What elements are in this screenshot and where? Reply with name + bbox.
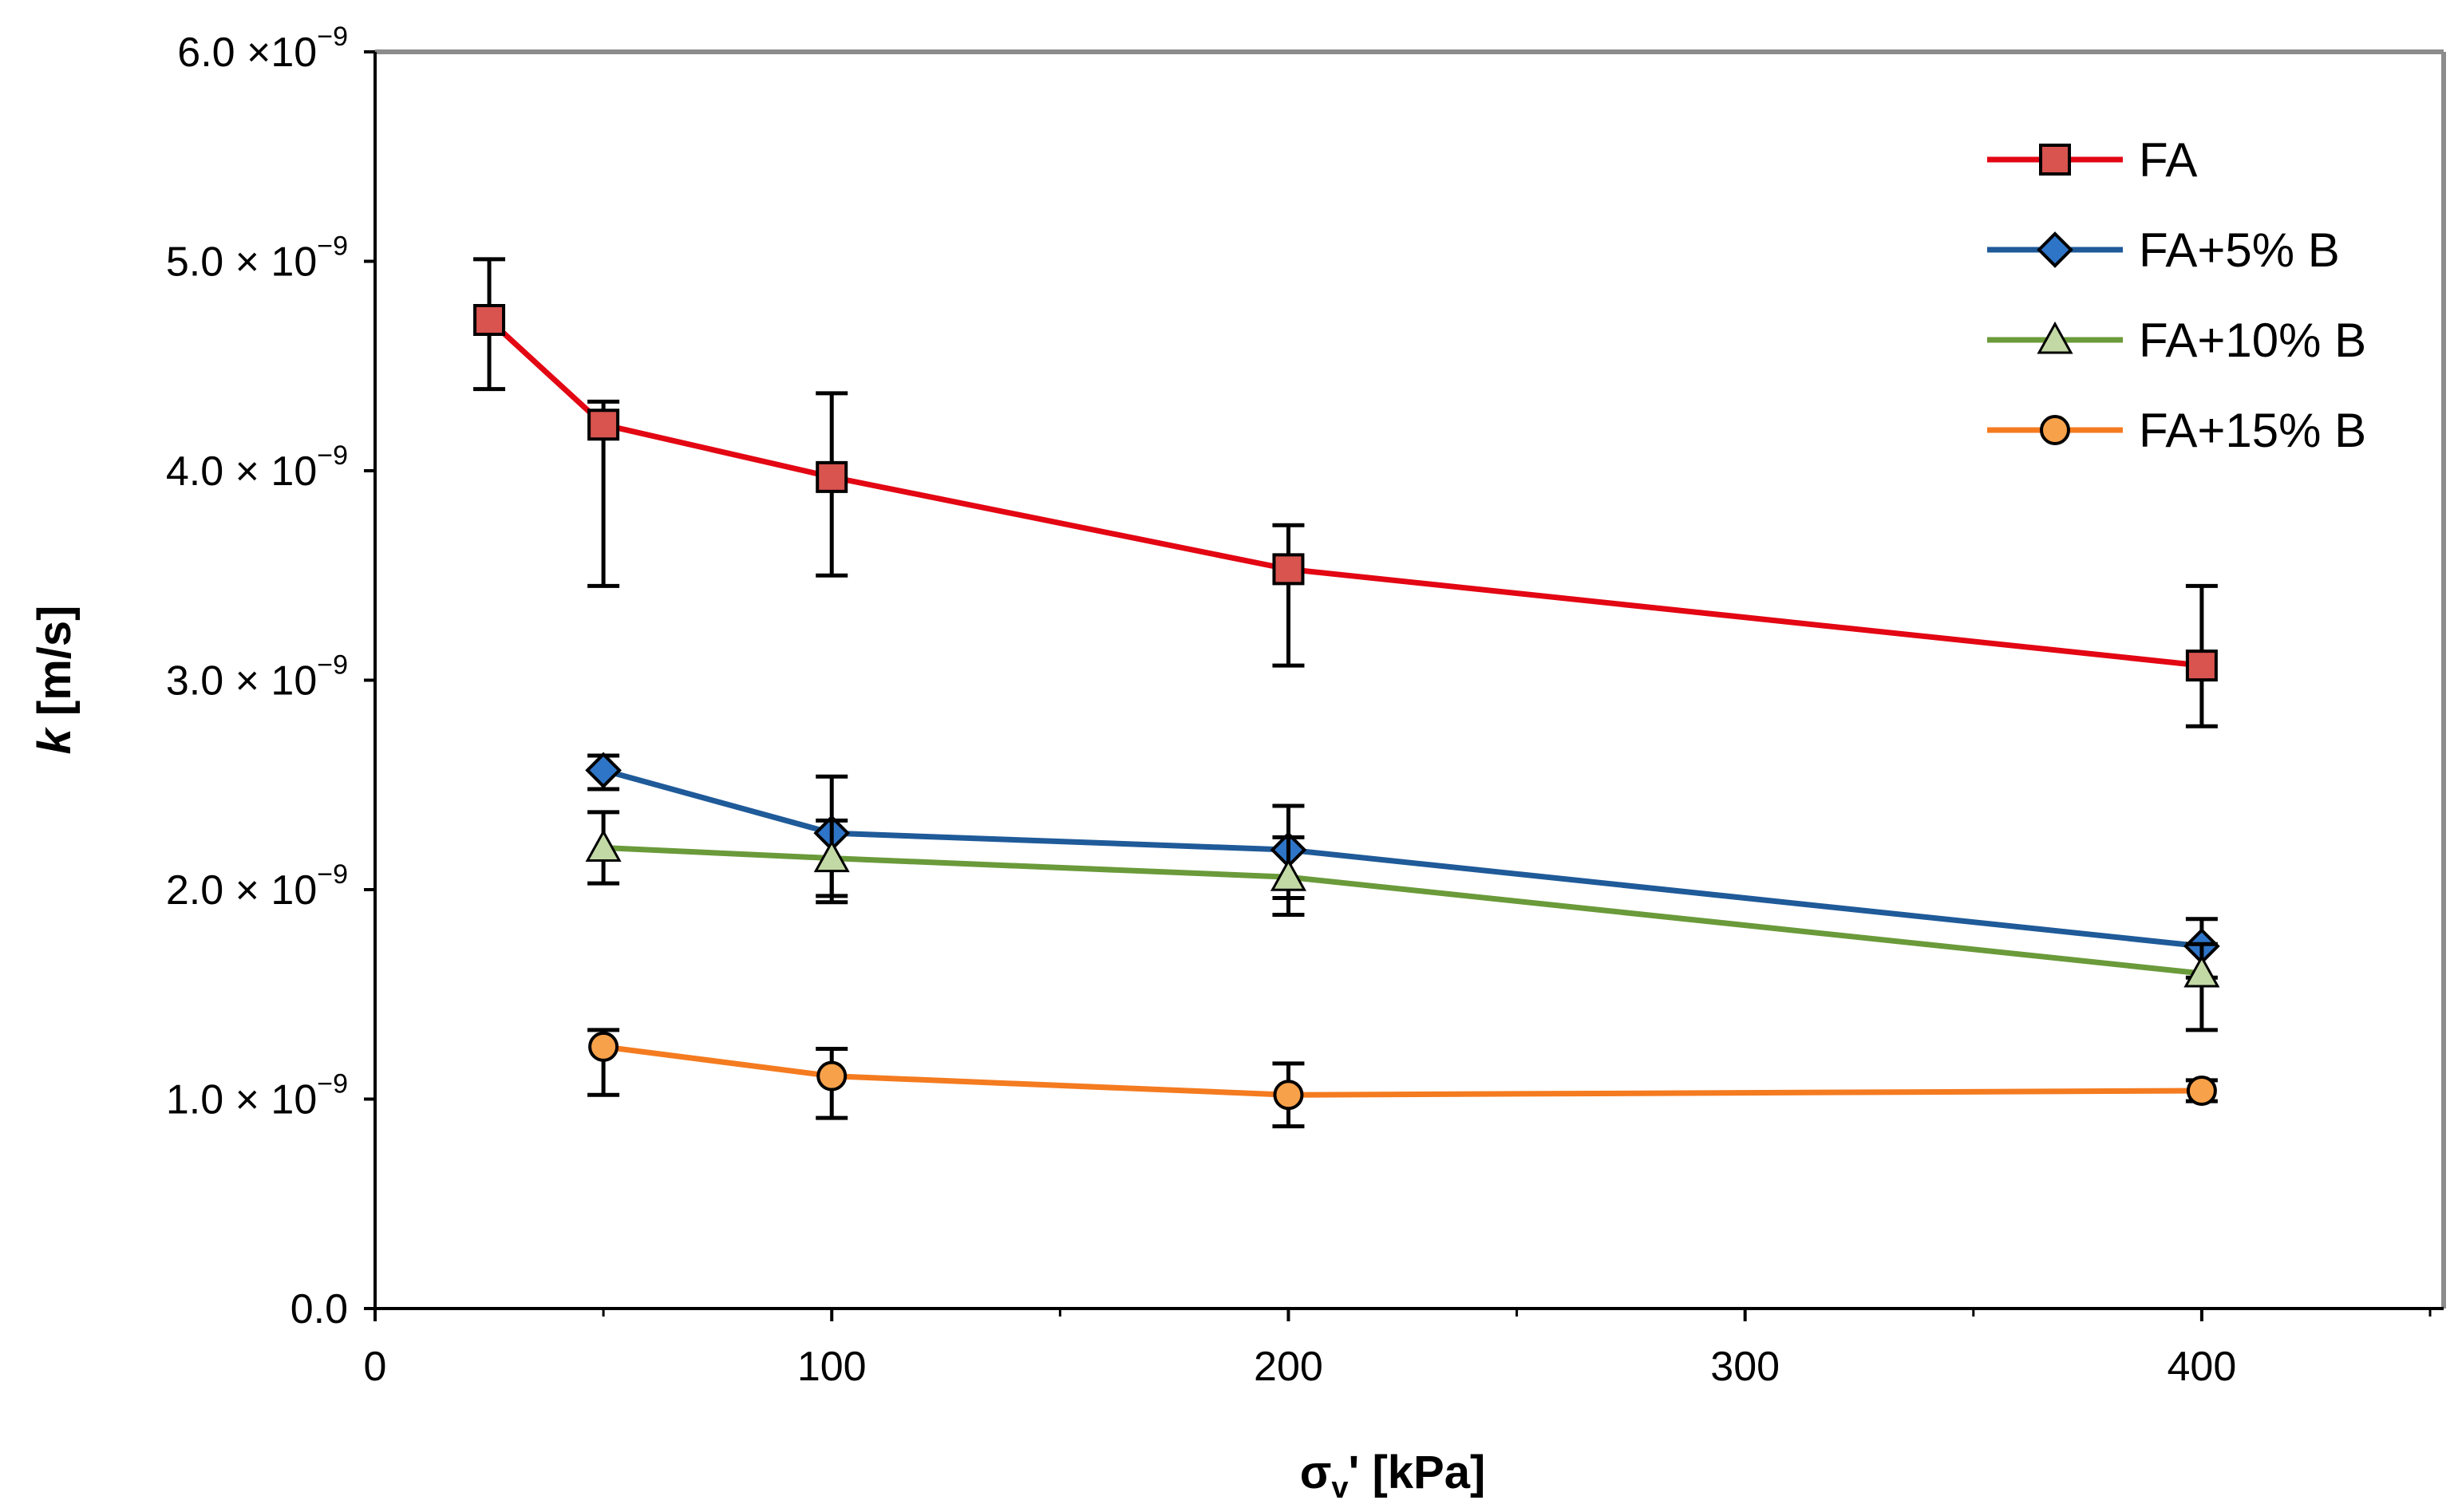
legend-marker-1	[2037, 231, 2073, 268]
data-point-0-4	[2185, 649, 2218, 682]
series-3	[587, 1028, 2218, 1129]
series-line-0	[487, 318, 2203, 669]
legend-label-2: FA+10% B	[2139, 314, 2366, 367]
data-point-0-0	[473, 304, 506, 336]
y-tick-label-exponent: −9	[317, 859, 348, 890]
data-point-3-3	[2186, 1076, 2217, 1106]
legend-label-3: FA+15% B	[2139, 404, 2366, 457]
y-axis-title: k [m/s]	[29, 606, 81, 755]
plot-frame	[373, 49, 2446, 1310]
series-line-2	[603, 845, 2203, 977]
legend-label-1: FA+5% B	[2139, 223, 2340, 277]
legend-label-0: FA	[2139, 133, 2197, 187]
y-tick-label-exponent: −9	[317, 440, 348, 471]
y-tick-label-5: 5.0 × 10−9	[166, 231, 348, 286]
legend-marker-0	[2039, 144, 2071, 176]
y-axis-ticks	[364, 50, 375, 1310]
data-point-1-0	[585, 752, 622, 789]
x-tick-label-3: 300	[1710, 1344, 1780, 1390]
x-tick-label-0: 0	[364, 1344, 387, 1390]
series-layer	[473, 257, 2220, 1129]
data-point-2-1	[813, 839, 850, 873]
y-tick-label-exponent: −9	[317, 22, 348, 52]
data-point-2-2	[1270, 859, 1306, 891]
y-tick-label-mantissa: 1.0 × 10	[166, 1077, 317, 1123]
y-tick-label-3: 3.0 × 10−9	[166, 650, 348, 705]
data-point-0-2	[816, 460, 848, 493]
legend: FA FA+5% B FA+10% B FA+15% B	[1987, 133, 2366, 457]
x-axis-title-unit: ' [kPa]	[1349, 1447, 1486, 1498]
legend-marker-3	[2040, 415, 2070, 445]
data-point-0-3	[1272, 553, 1305, 586]
series-2	[585, 810, 2220, 1032]
data-point-3-1	[816, 1060, 848, 1092]
x-tick-label-4: 400	[2168, 1344, 2237, 1390]
data-point-3-0	[588, 1031, 619, 1062]
data-point-3-2	[1273, 1080, 1304, 1111]
x-tick-label-1: 100	[797, 1344, 867, 1390]
data-point-0-1	[587, 409, 620, 441]
legend-entry-3: FA+15% B	[1987, 404, 2366, 457]
series-0	[473, 257, 2218, 728]
y-tick-label-2: 2.0 × 10−9	[166, 859, 348, 914]
y-tick-label-mantissa: 0.0	[290, 1286, 348, 1332]
y-tick-label-mantissa: 3.0 × 10	[166, 658, 317, 705]
x-axis-title-subscript: v	[1331, 1471, 1348, 1505]
y-axis-title-variable: k	[29, 726, 81, 754]
y-tick-label-1: 1.0 × 10−9	[166, 1069, 348, 1123]
y-tick-label-4: 4.0 × 10−9	[166, 440, 348, 495]
y-tick-label-exponent: −9	[317, 650, 348, 681]
legend-entry-0: FA	[1987, 133, 2197, 187]
y-axis-tick-labels: 0.01.0 × 10−92.0 × 10−93.0 × 10−94.0 × 1…	[166, 22, 348, 1332]
legend-entry-2: FA+10% B	[1987, 314, 2366, 367]
y-tick-label-mantissa: 4.0 × 10	[166, 448, 317, 495]
y-tick-label-mantissa: 5.0 × 10	[166, 239, 317, 286]
y-tick-label-mantissa: 2.0 × 10	[166, 867, 317, 914]
x-axis-ticks	[373, 1309, 2432, 1321]
x-axis-title: σv' [kPa]	[1300, 1447, 1486, 1505]
y-axis-title-unit: [m/s]	[29, 606, 81, 729]
data-point-2-0	[585, 829, 622, 862]
data-point-2-3	[2183, 954, 2220, 988]
x-axis-title-symbol: σ	[1300, 1447, 1332, 1498]
legend-marker-2	[2037, 321, 2073, 354]
y-tick-label-exponent: −9	[317, 1069, 348, 1099]
y-tick-label-mantissa: 6.0 ×10	[177, 30, 317, 76]
x-tick-label-2: 200	[1254, 1344, 1323, 1390]
y-tick-label-exponent: −9	[317, 231, 348, 262]
y-tick-label-0: 0.0	[290, 1286, 348, 1332]
legend-entry-1: FA+5% B	[1987, 223, 2340, 277]
y-tick-label-6: 6.0 ×10−9	[177, 22, 348, 76]
x-axis-tick-labels: 0 100 200 300 400	[364, 1344, 2237, 1390]
series-line-1	[603, 768, 2203, 949]
series-line-3	[603, 1044, 2202, 1098]
